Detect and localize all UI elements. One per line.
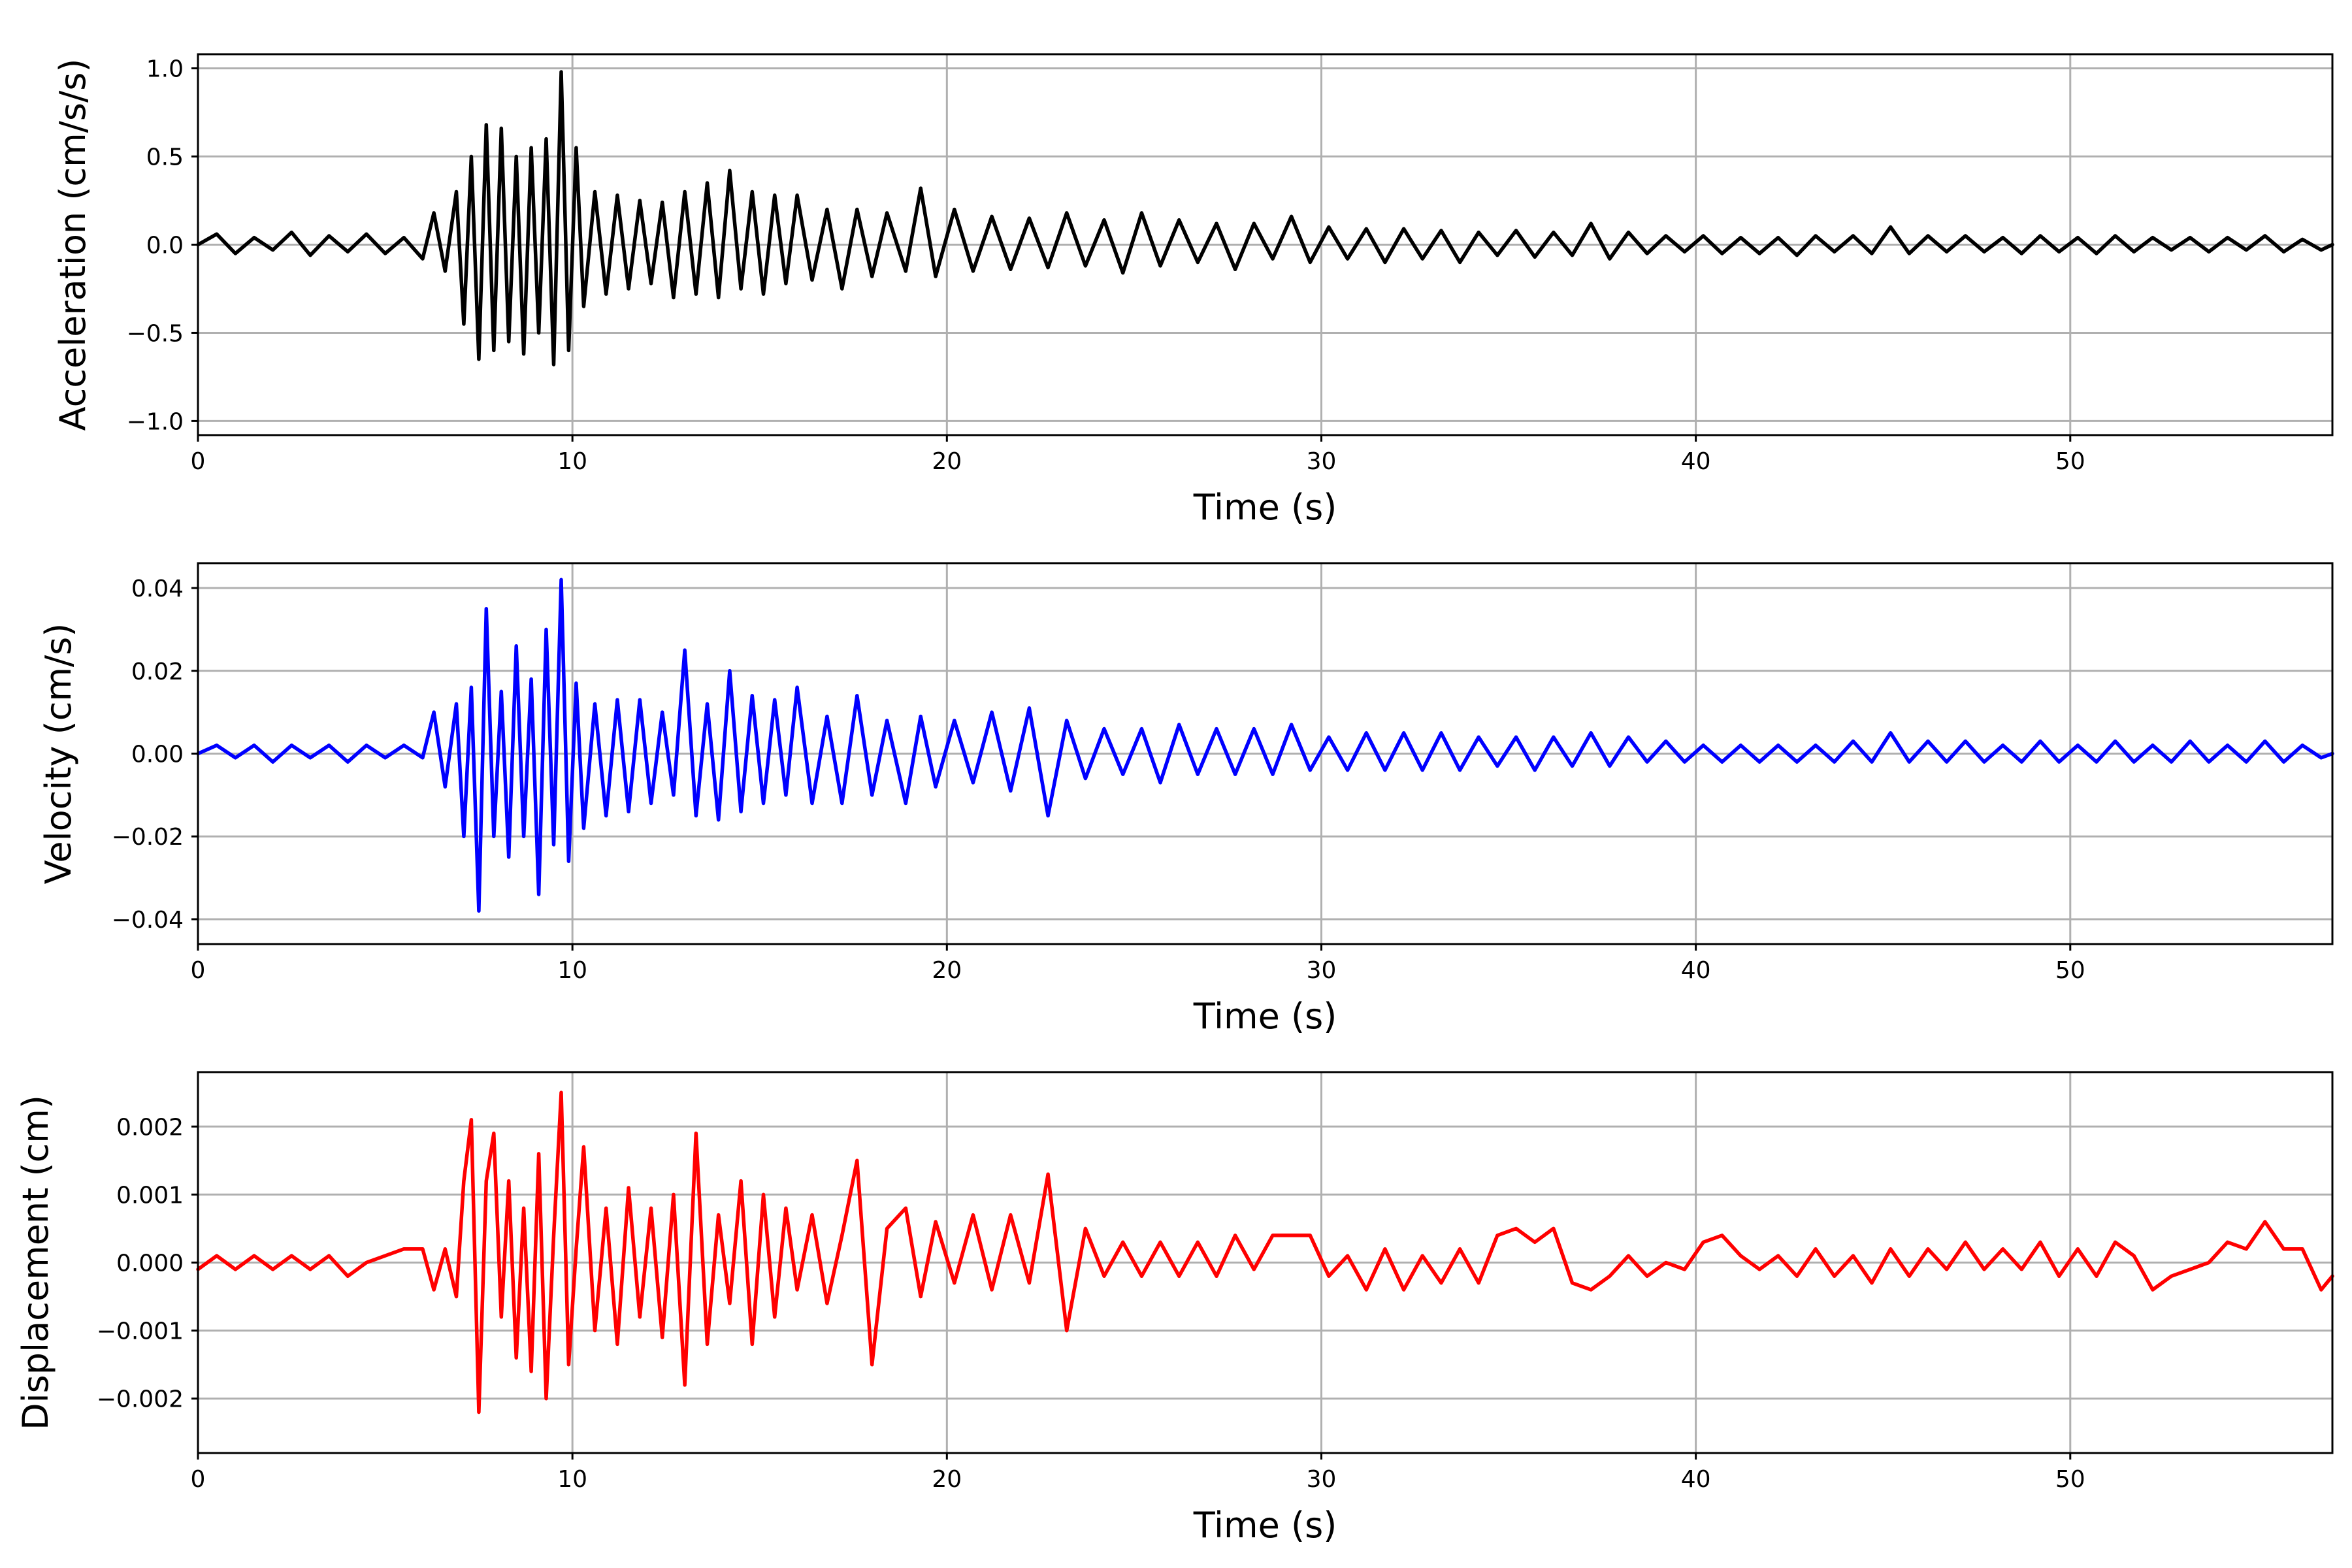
x-tick-label: 30 bbox=[1307, 448, 1337, 475]
y-tick-label: 0.5 bbox=[146, 144, 184, 171]
y-tick-label: 0.04 bbox=[131, 576, 184, 602]
y-tick-label: 0.001 bbox=[116, 1182, 184, 1209]
x-tick-label: 0 bbox=[191, 957, 206, 984]
x-tick-label: 50 bbox=[2055, 448, 2085, 475]
y-tick-label: −0.5 bbox=[127, 320, 184, 347]
x-tick-label: 40 bbox=[1681, 957, 1711, 984]
panel-acceleration: 0 10 20 30 40 50 −1.0 −0.5 0.0 0.5 1.0 Time (s) Acce… bbox=[52, 53, 2334, 528]
y-tick-label: 0.002 bbox=[116, 1114, 184, 1141]
x-tick-label: 30 bbox=[1307, 1466, 1337, 1493]
y-axis-label: Displacement (cm) bbox=[15, 1095, 56, 1430]
x-tick-label: 10 bbox=[557, 448, 587, 475]
series-line bbox=[196, 70, 2334, 367]
y-tick-label: −0.04 bbox=[112, 907, 184, 934]
x-tick-label: 0 bbox=[191, 448, 206, 475]
series-line bbox=[196, 1090, 2334, 1414]
y-tick-label: 0.00 bbox=[131, 742, 184, 768]
x-tick-label: 20 bbox=[932, 1466, 962, 1493]
x-tick-label: 20 bbox=[932, 957, 962, 984]
y-tick-label: −0.001 bbox=[97, 1318, 184, 1345]
x-tick-label: 50 bbox=[2055, 957, 2085, 984]
x-tick-label: 10 bbox=[557, 1466, 587, 1493]
y-axis-label: Velocity (cm/s) bbox=[38, 623, 79, 885]
y-tick-label: 0.02 bbox=[131, 659, 184, 685]
y-tick-label: −1.0 bbox=[127, 408, 184, 435]
x-axis-label: Time (s) bbox=[1193, 487, 1337, 528]
panel-velocity: 0 10 20 30 40 50 −0.04 −0.02 0.00 0.02 0.04 Time (s… bbox=[38, 562, 2334, 1037]
x-tick-label: 40 bbox=[1681, 1466, 1711, 1493]
x-tick-label: 50 bbox=[2055, 1466, 2085, 1493]
y-tick-label: −0.002 bbox=[97, 1386, 184, 1413]
x-tick-label: 10 bbox=[557, 957, 587, 984]
y-tick-label: 0.000 bbox=[116, 1250, 184, 1277]
x-tick-label: 20 bbox=[932, 448, 962, 475]
y-axis-label: Acceleration (cm/s/s) bbox=[52, 59, 93, 431]
x-tick-label: 40 bbox=[1681, 448, 1711, 475]
x-tick-label: 30 bbox=[1307, 957, 1337, 984]
panel-displacement: 0 10 20 30 40 50 −0.002 −0.001 0.000 0.001 0.002 Ti… bbox=[15, 1071, 2334, 1546]
y-tick-label: −0.02 bbox=[112, 824, 184, 851]
x-axis-label: Time (s) bbox=[1193, 1505, 1337, 1546]
y-tick-label: 0.0 bbox=[146, 233, 184, 259]
series-line bbox=[196, 578, 2334, 913]
y-tick-label: 1.0 bbox=[146, 56, 184, 83]
x-axis-label: Time (s) bbox=[1193, 996, 1337, 1037]
x-tick-label: 0 bbox=[191, 1466, 206, 1493]
